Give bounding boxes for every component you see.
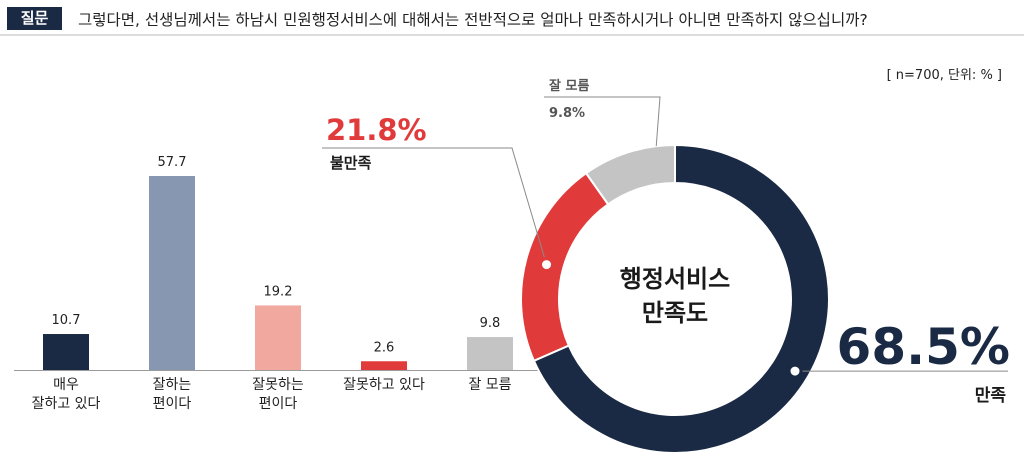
bar-value-label: 2.6	[374, 340, 395, 355]
donut-slice-2	[520, 171, 610, 363]
bar-value-label: 10.7	[52, 313, 81, 328]
bar-1	[43, 334, 89, 370]
donut-slice-3	[584, 143, 676, 206]
bar-category-label: 편이다	[259, 396, 298, 412]
bar-category-label: 잘하는	[153, 377, 192, 393]
donut-center-label: 행정서비스	[620, 265, 730, 293]
bar-4	[361, 361, 407, 370]
slice-value-unknown: 9.8%	[549, 106, 585, 121]
bar-category-label: 잘 모름	[468, 377, 511, 393]
slice-name-satisfied: 만족	[975, 386, 1007, 406]
bar-value-label: 9.8	[480, 316, 501, 331]
question-text: 그렇다면, 선생님께서는 하남시 민원행정서비스에 대해서는 전반적으로 얼마나…	[78, 11, 868, 29]
callout-marker-dissatisfied	[539, 257, 555, 273]
bar-category-label: 잘하고 있다	[32, 396, 101, 412]
bar-category-label: 매우	[53, 377, 79, 393]
donut-center-label: 만족도	[642, 299, 708, 327]
callout-marker-satisfied	[787, 363, 803, 379]
sample-note: [ n=700, 단위: % ]	[886, 68, 1002, 83]
question-badge: 질문	[7, 7, 62, 30]
bar-category-label: 잘못하고 있다	[343, 377, 425, 393]
slice-value-dissatisfied: 21.8%	[326, 113, 427, 147]
bar-value-label: 19.2	[264, 284, 293, 299]
bar-category-label: 잘못하는	[252, 377, 304, 393]
bar-value-label: 57.7	[158, 155, 187, 170]
bar-2	[149, 176, 195, 370]
donut-slice-1	[532, 143, 830, 454]
header-divider	[0, 34, 1024, 36]
callout-line-dissatisfied	[322, 147, 548, 265]
bar-category-label: 편이다	[153, 396, 192, 412]
slice-value-satisfied: 68.5%	[837, 318, 1010, 376]
slice-name-dissatisfied: 불만족	[330, 154, 372, 172]
bar-5	[467, 337, 513, 370]
slice-name-unknown: 잘 모름	[549, 79, 589, 94]
bar-3	[255, 305, 301, 370]
callout-line-unknown	[544, 96, 661, 147]
